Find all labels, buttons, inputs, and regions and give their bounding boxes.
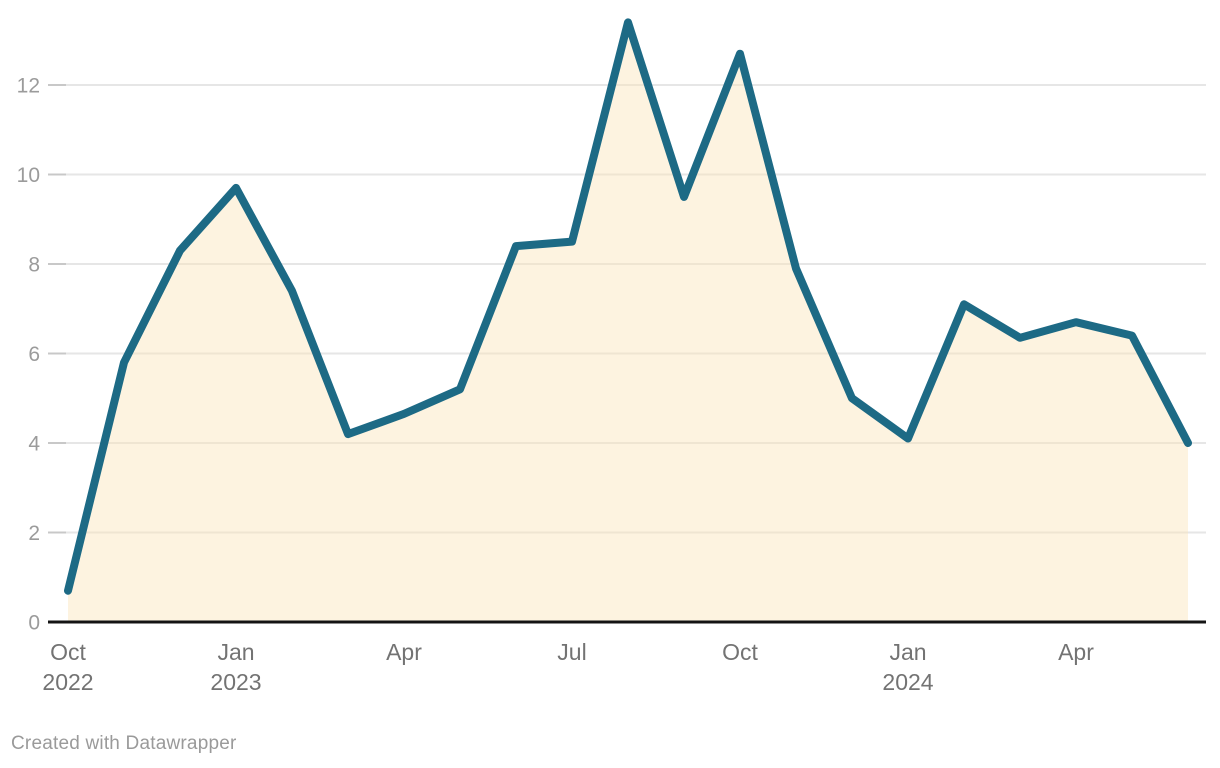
x-tick-label-year: 2024 <box>882 669 933 695</box>
x-tick-label-month: Apr <box>1058 639 1094 665</box>
x-tick-label-month: Oct <box>722 639 758 665</box>
y-tick-label: 10 <box>17 164 40 187</box>
datawrapper-credit: Created with Datawrapper <box>11 733 237 754</box>
x-tick-label-month: Jan <box>217 639 254 665</box>
y-tick-label: 0 <box>28 612 40 635</box>
x-tick-label-month: Jul <box>557 639 586 665</box>
y-tick-label: 12 <box>17 75 40 98</box>
x-tick-label-year: 2023 <box>210 669 261 695</box>
area-fill <box>68 22 1188 622</box>
y-tick-label: 2 <box>28 522 40 545</box>
y-tick-label: 4 <box>28 433 40 456</box>
x-tick-label-year: 2022 <box>42 669 93 695</box>
y-tick-label: 8 <box>28 254 40 277</box>
x-tick-label-month: Jan <box>889 639 926 665</box>
x-tick-label-month: Oct <box>50 639 86 665</box>
y-tick-label: 6 <box>28 343 40 366</box>
x-tick-label-month: Apr <box>386 639 422 665</box>
series-line <box>64 18 1192 595</box>
